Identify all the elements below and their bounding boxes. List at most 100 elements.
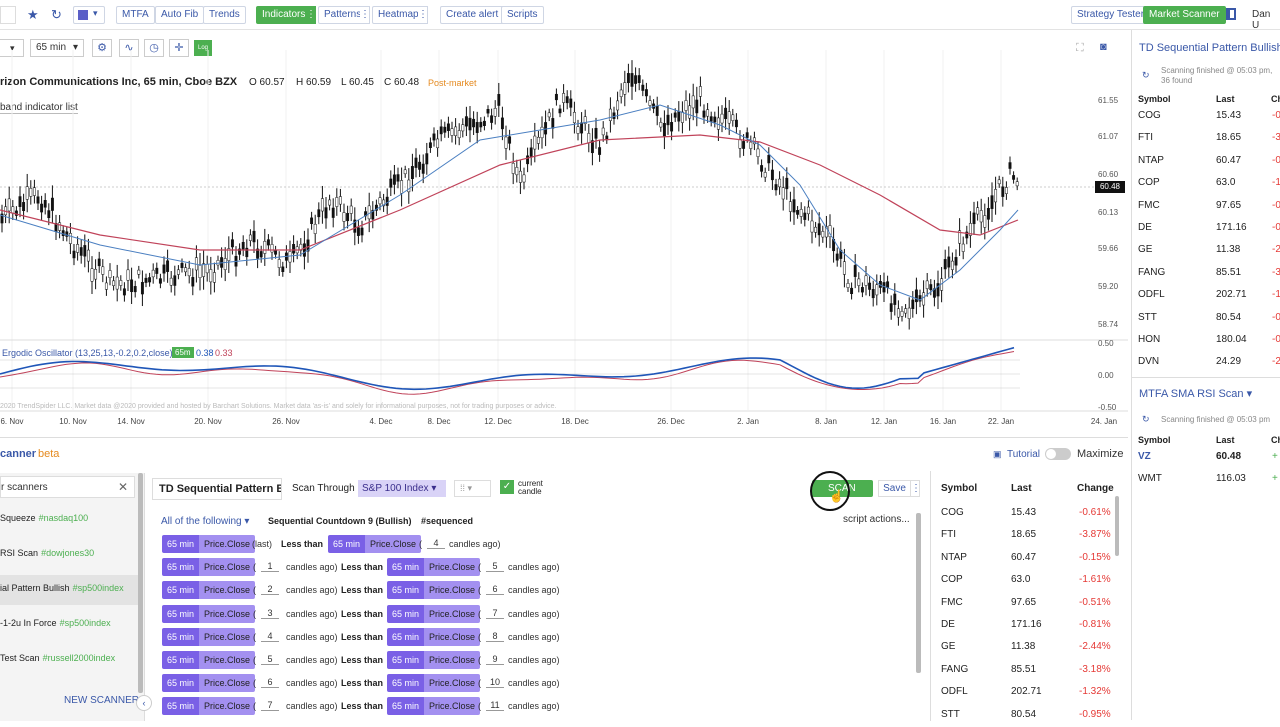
collapse-icon[interactable]: ‹: [136, 695, 152, 711]
operator-less-than[interactable]: Less than: [341, 701, 384, 712]
result-row[interactable]: FMC 97.65 -0.51%: [941, 593, 1111, 615]
sidebar-scan-title[interactable]: TD Sequential Pattern Bullish ▾: [1139, 42, 1280, 54]
candles-ago-input[interactable]: 7: [261, 700, 279, 712]
candles-ago-input[interactable]: 10: [486, 677, 504, 689]
sidebar-row[interactable]: NTAP 60.47 -0: [1138, 151, 1280, 173]
create-alert-button[interactable]: Create alert: [440, 6, 505, 24]
tutorial-link[interactable]: Tutorial: [1007, 449, 1040, 460]
trends-button[interactable]: Trends: [203, 6, 246, 24]
save-button[interactable]: Save: [878, 480, 911, 497]
sidebar-row[interactable]: HON 180.04 -0: [1138, 330, 1280, 352]
operator-less-than[interactable]: Less than: [341, 631, 384, 642]
candles-ago-input[interactable]: 4: [427, 538, 445, 549]
fullscreen-icon[interactable]: ⛶: [1076, 42, 1084, 54]
oscillator-name[interactable]: Ergodic Oscillator (13,25,13,-0.2,0.2,cl…: [2, 348, 173, 358]
scanner-list-item-selected[interactable]: ial Pattern Bullish #sp500index: [0, 575, 140, 605]
sidebar-row[interactable]: COG 15.43 -0: [1138, 106, 1280, 128]
sidebar-symbol[interactable]: HON: [1138, 334, 1161, 345]
market-scanner-button[interactable]: Market Scanner: [1143, 6, 1226, 24]
scripts-button[interactable]: Scripts: [501, 6, 544, 24]
rule-right-operand[interactable]: 65 min Price.Close: [387, 581, 481, 600]
sidebar-symbol[interactable]: STT: [1138, 311, 1157, 323]
sidebar-row[interactable]: WMT 116.03 +: [1138, 469, 1280, 491]
rule-left-operand[interactable]: 65 min Price.Close: [162, 558, 256, 577]
result-symbol[interactable]: FTI: [941, 529, 956, 541]
rule-left-operand[interactable]: 65 min Price.Close: [162, 581, 256, 600]
settings-icon[interactable]: ⚙: [92, 39, 112, 57]
sidebar-symbol[interactable]: WMT: [1138, 473, 1162, 485]
result-row[interactable]: GE 11.38 -2.44%: [941, 637, 1111, 659]
result-symbol[interactable]: FMC: [941, 596, 963, 608]
operator-less-than[interactable]: Less than: [341, 585, 384, 596]
scanner-list-item[interactable]: Test Scan #russell2000index: [0, 653, 116, 663]
result-symbol[interactable]: NTAP: [941, 551, 967, 563]
price-chart[interactable]: ▾ 65 min ▾ ⚙ ∿ ◷ ✛ Log ⛶ ◙ rizon Communic…: [0, 30, 1128, 430]
candle-type-dropdown[interactable]: ⁞⁞ ▾: [454, 480, 491, 497]
sidebar-row[interactable]: ODFL 202.71 -1: [1138, 285, 1280, 307]
sidebar-row[interactable]: FMC 97.65 -0: [1138, 196, 1280, 218]
scroll-handle[interactable]: [138, 473, 143, 693]
rule-left-operand[interactable]: 65 min Price.Close: [162, 535, 256, 553]
operator-less-than[interactable]: Less than: [341, 562, 384, 573]
result-symbol[interactable]: COG: [941, 507, 964, 518]
results-scrollbar[interactable]: [1115, 496, 1119, 556]
candles-ago-input[interactable]: 8: [486, 631, 504, 642]
candles-ago-input[interactable]: 7: [486, 608, 504, 619]
sidebar-row[interactable]: DVN 24.29 -2: [1138, 352, 1280, 374]
sidebar-toggle-icon[interactable]: [1226, 8, 1236, 20]
result-row[interactable]: FTI 18.65 -3.87%: [941, 525, 1111, 547]
heatmap-button[interactable]: Heatmap: [372, 6, 425, 24]
result-row[interactable]: NTAP 60.47 -0.15%: [941, 548, 1111, 570]
heatmap-menu-icon[interactable]: ⋮: [418, 6, 428, 24]
tutorial-icon[interactable]: ▣: [993, 449, 1002, 459]
refresh-scan-icon[interactable]: ↻: [1142, 70, 1150, 80]
result-row[interactable]: COP 63.0 -1.61%: [941, 570, 1111, 592]
result-row[interactable]: FANG 85.51 -3.18%: [941, 660, 1111, 682]
camera-icon[interactable]: ◙: [1100, 41, 1107, 53]
operator-less-than[interactable]: Less than: [341, 655, 384, 665]
scan-name-input[interactable]: TD Sequential Pattern B: [152, 478, 282, 500]
operator-less-than[interactable]: Less than: [341, 678, 384, 689]
auto-fib-button[interactable]: Auto Fib: [155, 6, 205, 24]
script-actions-link[interactable]: script actions...: [843, 514, 910, 525]
indicators-button[interactable]: Indicators: [256, 6, 312, 24]
rule-right-operand[interactable]: 65 min Price.Close: [387, 674, 481, 693]
rule-right-operand[interactable]: 65 min Price.Close: [387, 604, 481, 623]
sidebar-scan2-title[interactable]: MTFA SMA RSI Scan ▾: [1139, 388, 1253, 400]
candles-ago-input[interactable]: 6: [261, 677, 279, 689]
candles-ago-input[interactable]: 2: [261, 584, 279, 596]
result-row[interactable]: COG 15.43 -0.61%: [941, 503, 1111, 525]
interval-dropdown[interactable]: 65 min ▾: [30, 39, 84, 57]
mtfa-button[interactable]: MTFA: [116, 6, 155, 24]
rule-left-operand[interactable]: 65 min Price.Close: [162, 697, 256, 716]
sidebar-symbol[interactable]: GE: [1138, 244, 1153, 256]
sidebar-symbol[interactable]: FTI: [1138, 132, 1153, 144]
new-scanner-button[interactable]: NEW SCANNER: [64, 695, 140, 706]
result-row[interactable]: STT 80.54 -0.95%: [941, 705, 1111, 727]
candles-ago-input[interactable]: 6: [486, 584, 504, 596]
color-picker-button[interactable]: ▾: [73, 6, 105, 24]
maximize-toggle[interactable]: [1045, 448, 1071, 460]
scanner-list-item[interactable]: -1-2u In Force #sp500index: [0, 618, 111, 628]
result-symbol[interactable]: FANG: [941, 663, 969, 675]
sidebar-row[interactable]: COP 63.0 -1: [1138, 173, 1280, 195]
scanner-search-input[interactable]: r scanners ✕: [0, 476, 135, 498]
sidebar-symbol[interactable]: NTAP: [1138, 154, 1164, 166]
candles-ago-input[interactable]: 3: [261, 608, 279, 619]
clear-search-icon[interactable]: ✕: [117, 480, 128, 494]
sidebar-symbol[interactable]: ODFL: [1138, 289, 1165, 301]
sidebar-symbol[interactable]: FMC: [1138, 199, 1160, 211]
strategy-tester-button[interactable]: Strategy Tester: [1071, 6, 1151, 24]
result-row[interactable]: ODFL 202.71 -1.32%: [941, 682, 1111, 704]
more-options-icon[interactable]: ⋮: [910, 480, 921, 497]
rule-right-operand[interactable]: 65 min Price.Close: [387, 651, 481, 669]
rule-left-operand[interactable]: 65 min Price.Close: [162, 604, 256, 623]
result-row[interactable]: DE 171.16 -0.81%: [941, 615, 1111, 637]
refresh-icon[interactable]: ↻: [51, 7, 62, 22]
user-name[interactable]: Dan U: [1252, 9, 1271, 31]
result-symbol[interactable]: ODFL: [941, 686, 968, 698]
sidebar-row[interactable]: VZ 60.48 +: [1138, 447, 1280, 469]
candles-ago-input[interactable]: 1: [261, 561, 279, 573]
result-symbol[interactable]: COP: [941, 574, 963, 586]
rules-scrollbar[interactable]: [916, 513, 921, 673]
